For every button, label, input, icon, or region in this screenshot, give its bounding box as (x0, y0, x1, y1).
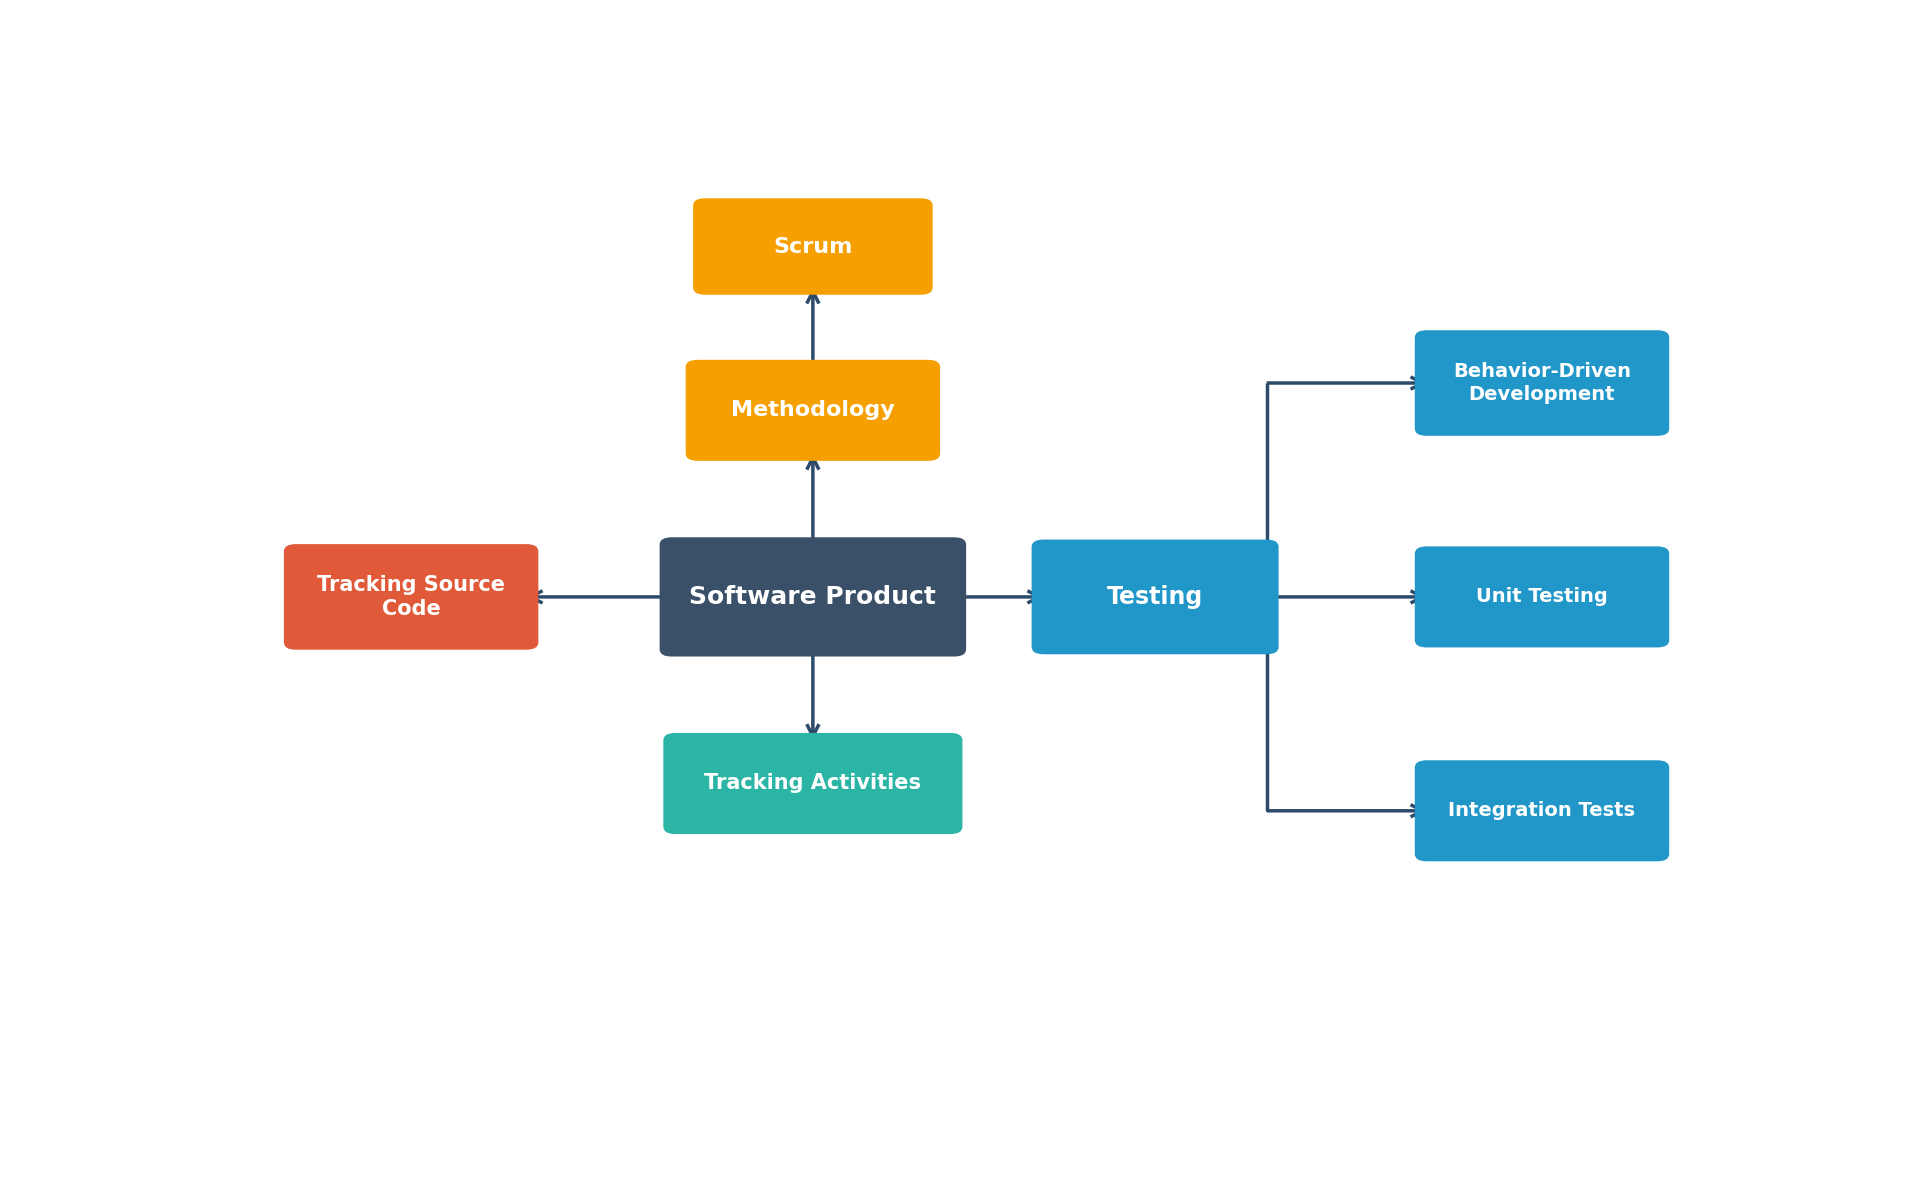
Text: Software Product: Software Product (689, 585, 937, 609)
Text: Behavior-Driven
Development: Behavior-Driven Development (1453, 362, 1630, 404)
Text: Scrum: Scrum (774, 236, 852, 256)
FancyBboxPatch shape (1031, 539, 1279, 655)
Text: Tracking Activities: Tracking Activities (705, 773, 922, 793)
FancyBboxPatch shape (685, 359, 941, 461)
FancyBboxPatch shape (662, 733, 962, 834)
FancyBboxPatch shape (1415, 330, 1668, 436)
Text: Testing: Testing (1108, 585, 1204, 609)
FancyBboxPatch shape (693, 199, 933, 294)
FancyBboxPatch shape (660, 538, 966, 656)
Text: Unit Testing: Unit Testing (1476, 587, 1607, 606)
FancyBboxPatch shape (284, 544, 538, 650)
FancyBboxPatch shape (1415, 760, 1668, 862)
Text: Integration Tests: Integration Tests (1448, 801, 1636, 820)
Text: Tracking Source
Code: Tracking Source Code (317, 574, 505, 619)
Text: Methodology: Methodology (732, 401, 895, 421)
FancyBboxPatch shape (1415, 546, 1668, 648)
